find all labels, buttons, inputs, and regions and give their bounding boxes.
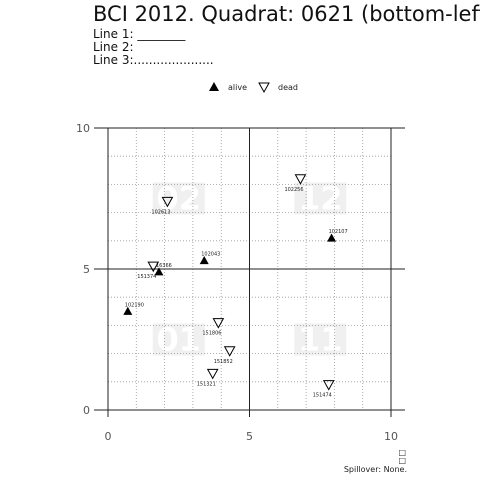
y-tick-label: 5 [83,263,90,276]
alive-tree-marker [123,306,133,315]
tree-tag-label: 151474 [313,393,332,399]
alive-tree-marker [154,267,164,276]
quadrat-label-bg [152,182,205,215]
legend-dead-marker [258,82,270,94]
tree-tag-label: 151321 [197,381,216,387]
dead-tree-marker [223,346,236,357]
quadrat-label-bg [294,182,347,215]
alive-tree-marker [199,256,209,265]
legend-label: dead [278,83,298,92]
page-title: BCI 2012. Quadrat: 0621 (bottom-left) [93,2,480,26]
quadrat-label: 02 [156,180,201,218]
dead-tree-marker [206,368,219,380]
tree-tag-label: 151852 [214,359,233,365]
quadrat-label-bg [152,323,205,356]
alive-tree-marker [327,233,337,242]
quadrat-label: 12 [298,180,343,218]
header-line-2: Line 2: [93,40,138,54]
x-tick-label: 5 [246,430,253,443]
quadrat-label: 11 [298,321,343,359]
tree-tag-label: 102107 [329,229,348,235]
header-line-1: Line 1: ________ [93,27,186,41]
legend-alive-marker [209,82,219,91]
legend-label: alive [228,83,247,92]
dead-tree-marker [212,318,225,329]
tree-tag-label: 102256 [284,187,303,193]
quadrat-label-bg [294,323,347,356]
footer-mark: □ [398,456,406,465]
y-tick-label: 0 [83,404,90,417]
tree-tag-label: 102190 [125,302,144,308]
quadrat-label: 01 [156,321,201,359]
tree-tag-label: 151374 [137,274,156,280]
dead-tree-marker [161,196,174,208]
tree-tag-label: 102043 [201,252,220,258]
tree-tag-label: 102613 [151,209,170,215]
tree-tag-label: 151806 [202,331,221,337]
spillover-note: Spillover: None. [344,465,407,474]
x-tick-label: 0 [105,430,112,443]
dead-tree-marker [294,174,307,185]
x-tick-label: 10 [384,430,398,443]
footer-mark: □ [398,448,406,457]
dead-tree-marker [322,380,335,391]
header-line-3: Line 3:..................... [93,53,214,67]
dead-tree-marker [147,261,160,273]
tree-tag-label: 16366 [156,263,172,269]
y-tick-label: 10 [76,122,90,135]
